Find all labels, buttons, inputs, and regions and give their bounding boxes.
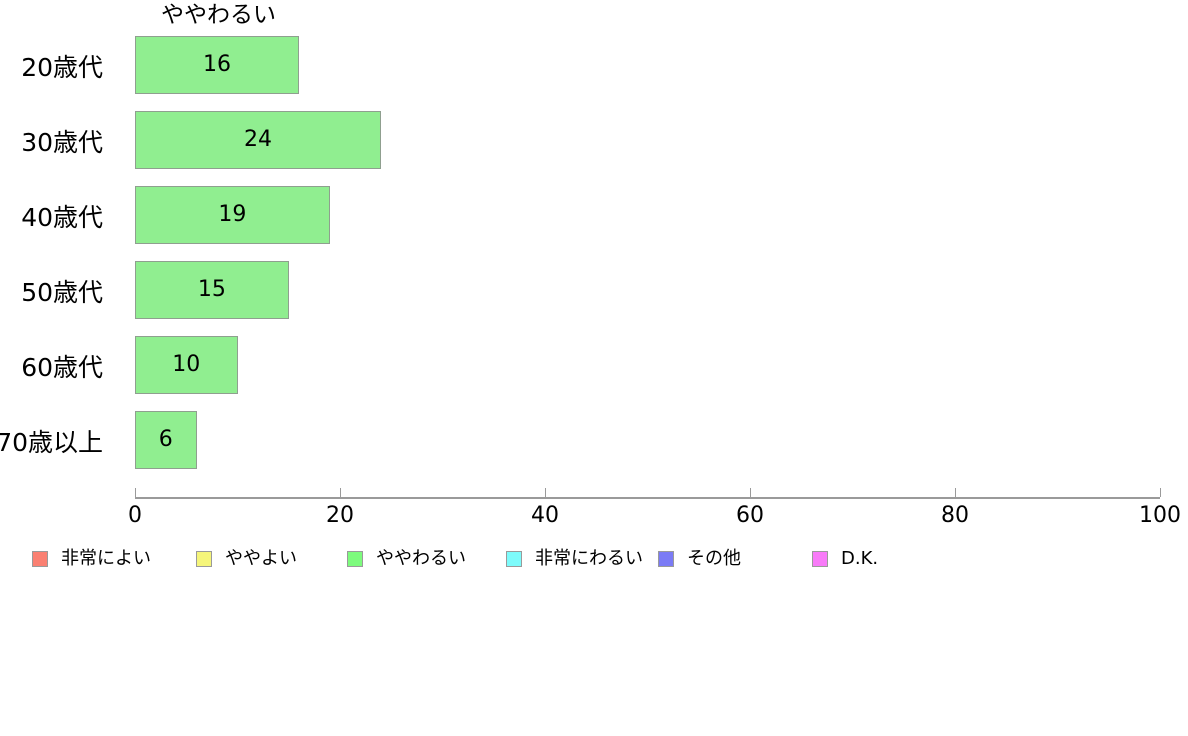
legend-label: ややわるい [376,548,466,569]
category-label: 70歳以上 [0,427,103,457]
legend-label: ややよい [225,548,297,569]
category-label: 40歳代 [21,202,103,232]
x-axis-tick [955,488,956,497]
legend-swatch-icon [196,551,212,567]
x-axis-tick-label: 40 [531,503,559,528]
chart-title: ややわるい [161,2,276,28]
chart-row: 70歳以上 6 [0,403,1188,478]
category-label: 50歳代 [21,277,103,307]
category-label: 60歳代 [21,352,103,382]
bar-value-label: 15 [197,277,226,302]
legend-item[interactable]: 非常にわるい [506,544,643,574]
chart-bar[interactable]: 16 [135,36,299,94]
legend-item[interactable]: その他 [658,544,741,574]
bar-value-label: 19 [218,202,247,227]
chart-row: 40歳代 19 [0,178,1188,253]
legend-label: その他 [687,548,741,569]
x-axis-line [135,488,1161,499]
chart-bar[interactable]: 15 [135,261,289,319]
bar-value-label: 16 [203,52,231,77]
x-axis-tick [340,488,341,497]
chart-bar[interactable]: 19 [135,186,330,244]
x-axis-tick-label: 100 [1139,503,1181,528]
legend-item[interactable]: ややわるい [347,544,466,574]
category-label: 30歳代 [21,127,103,157]
legend-swatch-icon [32,551,48,567]
x-axis-tick [750,488,751,497]
legend-item[interactable]: ややよい [196,544,297,574]
legend-swatch-icon [812,551,828,567]
chart-bar[interactable]: 24 [135,111,381,169]
chart-bar[interactable]: 10 [135,336,238,394]
bar-value-label: 24 [244,127,272,152]
legend-swatch-icon [506,551,522,567]
plot-area: 20歳代 16 30歳代 24 40歳代 19 50歳代 15 60歳代 10 70歳以上 6 [0,28,1188,498]
x-axis-tick-label: 0 [128,503,142,528]
bar-value-label: 6 [158,427,173,452]
category-label: 20歳代 [21,52,103,82]
chart-row: 60歳代 10 [0,328,1188,403]
legend-swatch-icon [347,551,363,567]
chart-bar[interactable]: 6 [135,411,197,469]
x-axis-tick [1160,488,1161,497]
x-axis-tick-label: 60 [736,503,764,528]
chart-row: 20歳代 16 [0,28,1188,103]
x-axis-tick [545,488,546,497]
chart-row: 30歳代 24 [0,103,1188,178]
x-axis-tick [135,488,136,497]
legend-label: 非常にわるい [535,548,643,569]
bar-value-label: 10 [172,352,201,377]
legend-item[interactable]: D.K. [812,544,878,574]
legend-label: 非常によい [61,548,151,569]
x-axis-tick-label: 80 [941,503,969,528]
legend-item[interactable]: 非常によい [32,544,151,574]
legend-label: D.K. [841,548,879,569]
chart-legend: 非常によい ややよい ややわるい 非常にわるい その他 D.K. [0,544,1188,574]
chart-row: 50歳代 15 [0,253,1188,328]
legend-swatch-icon [658,551,674,567]
x-axis-tick-label: 20 [326,503,354,528]
